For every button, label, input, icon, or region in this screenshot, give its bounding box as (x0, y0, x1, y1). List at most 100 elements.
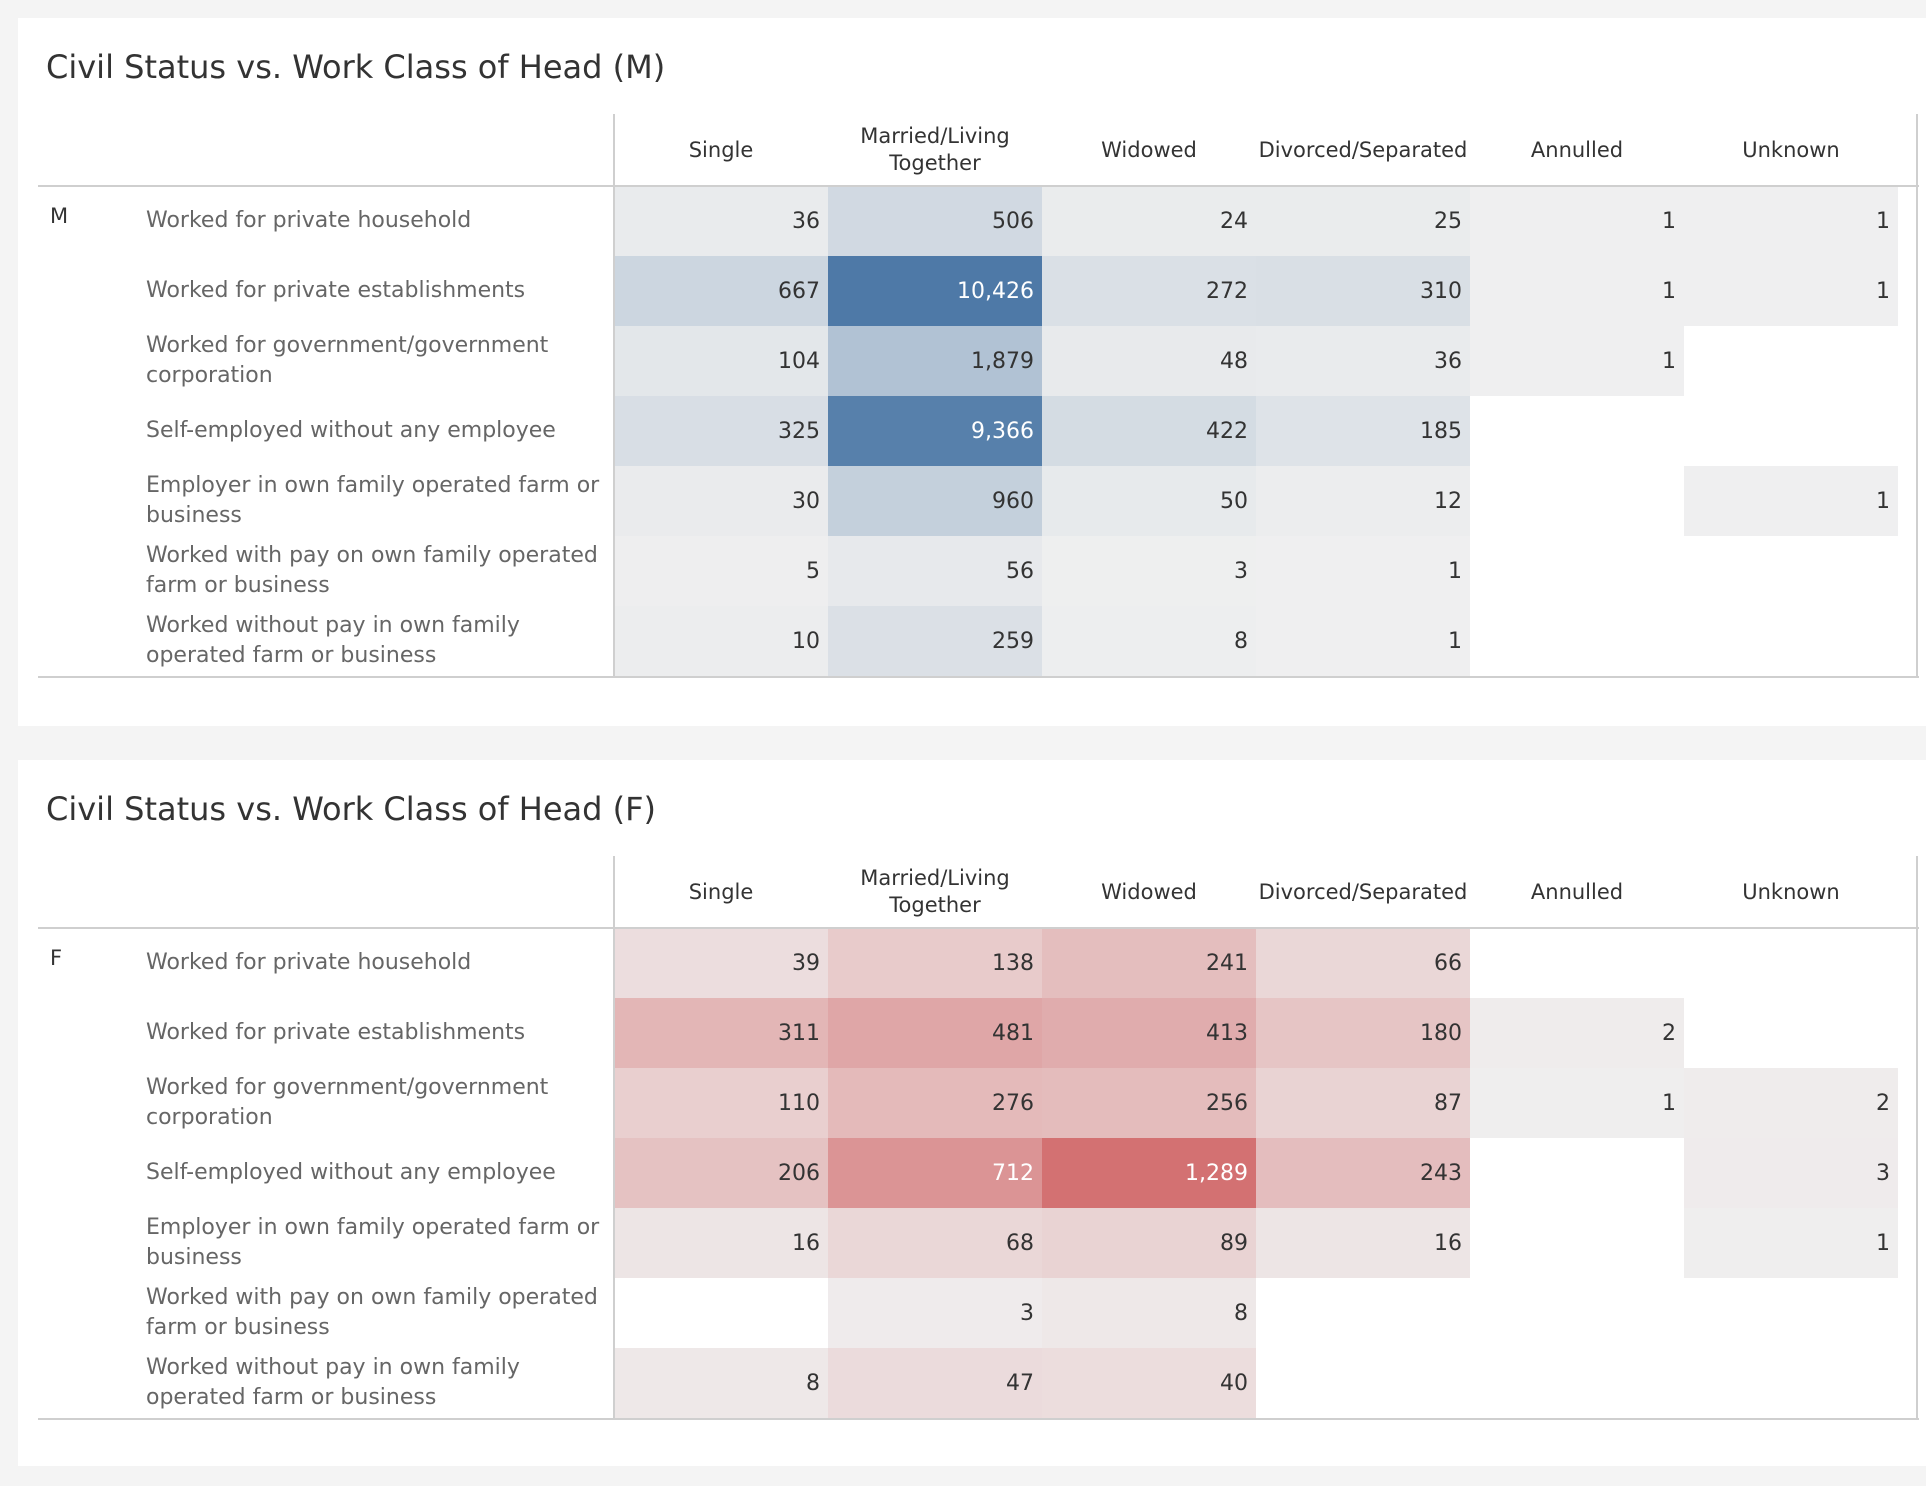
heatmap-cell: 960 (828, 466, 1042, 536)
cell-value: 87 (1434, 1090, 1462, 1116)
heatmap-cell: 1,289 (1042, 1138, 1256, 1208)
cell-value: 39 (792, 950, 820, 976)
cell-value: 1 (1876, 1230, 1890, 1256)
row-label: Worked for private establishments (146, 256, 608, 326)
heatmap-cell: 24 (1042, 186, 1256, 256)
row-label: Worked for private household (146, 928, 608, 998)
table-row: Employer in own family operated farm or … (38, 466, 1919, 536)
heatmap-cell: 1 (1470, 186, 1684, 256)
column-header: Married/Living Together (860, 124, 1010, 175)
heatmap-cell: 422 (1042, 396, 1256, 466)
cell-value: 667 (778, 278, 820, 304)
heatmap-cell: 87 (1256, 1068, 1470, 1138)
cell-value: 8 (1234, 628, 1248, 654)
cell-value: 8 (806, 1370, 820, 1396)
heatmap-cell: 104 (614, 326, 828, 396)
row-label: Worked with pay on own family operated f… (146, 1278, 608, 1348)
cell-value: 36 (792, 208, 820, 234)
table-row: Worked with pay on own family operated f… (38, 1278, 1919, 1348)
row-label: Self-employed without any employee (146, 1138, 608, 1208)
cell-value: 3 (1234, 558, 1248, 584)
cell-value: 2 (1876, 1090, 1890, 1116)
cell-value: 259 (992, 628, 1034, 654)
heatmap-cell: 712 (828, 1138, 1042, 1208)
heatmap-cell: 110 (614, 1068, 828, 1138)
column-header: Unknown (1742, 137, 1840, 162)
table-bottom-border (614, 676, 1919, 678)
table-bottom-border (38, 1418, 614, 1420)
cell-value: 1 (1662, 208, 1676, 234)
table-row: Worked for government/government corpora… (38, 1068, 1919, 1138)
table-row: Worked for private establishments 311 481 4… (38, 998, 1919, 1068)
row-label-text: Worked for government/government corpora… (146, 333, 549, 388)
cell-value: 1 (1448, 558, 1462, 584)
heatmap-cell: 8 (1042, 1278, 1256, 1348)
row-label-text: Worked for private establishments (146, 278, 526, 303)
row-label: Employer in own family operated farm or … (146, 466, 608, 536)
heatmap-panel-female: Civil Status vs. Work Class of Head (F) … (18, 760, 1926, 1466)
heatmap-cell: 9,366 (828, 396, 1042, 466)
row-label-text: Worked without pay in own family operate… (146, 1355, 520, 1410)
cell-value: 40 (1220, 1370, 1248, 1396)
heatmap-cell: 25 (1256, 186, 1470, 256)
table-row: Employer in own family operated farm or … (38, 1208, 1919, 1278)
cell-value: 960 (992, 488, 1034, 514)
cell-value: 1 (1662, 278, 1676, 304)
heatmap-cell: 413 (1042, 998, 1256, 1068)
row-label: Worked without pay in own family operate… (146, 1348, 608, 1418)
heatmap-cell: 1 (1256, 536, 1470, 606)
table-row: Worked without pay in own family operate… (38, 1348, 1919, 1418)
cell-value: 481 (992, 1020, 1034, 1046)
cell-value: 1 (1662, 348, 1676, 374)
cell-value: 1 (1876, 488, 1890, 514)
cell-value: 24 (1220, 208, 1248, 234)
heatmap-cell: 36 (1256, 326, 1470, 396)
heatmap-cell: 5 (614, 536, 828, 606)
cell-value: 1 (1662, 1090, 1676, 1116)
cell-value: 3 (1876, 1160, 1890, 1186)
table-bottom-border (614, 1418, 1919, 1420)
cell-value: 1 (1876, 208, 1890, 234)
row-label-text: Worked for private establishments (146, 1020, 526, 1045)
column-header: Divorced/Separated (1258, 879, 1468, 904)
heatmap-cell: 3 (1042, 536, 1256, 606)
crosstab-table-female: Single Married/Living Together Widowed Divo… (38, 856, 1919, 1420)
table-row: Worked without pay in own family operate… (38, 606, 1919, 676)
cell-value: 10 (792, 628, 820, 654)
heatmap-cell: 39 (614, 928, 828, 998)
row-label: Worked without pay in own family operate… (146, 606, 608, 676)
column-header-row: Single Married/Living Together Widowed Divo… (38, 114, 1919, 186)
cell-value: 413 (1206, 1020, 1248, 1046)
cell-value: 68 (1006, 1230, 1034, 1256)
cell-value: 36 (1434, 348, 1462, 374)
heatmap-cell: 56 (828, 536, 1042, 606)
heatmap-cell: 10 (614, 606, 828, 676)
row-header-divider (613, 856, 615, 1420)
header-divider (38, 927, 614, 929)
row-label-text: Worked without pay in own family operate… (146, 613, 520, 668)
column-header: Widowed (1101, 137, 1197, 162)
heatmap-cell: 1 (1684, 1208, 1898, 1278)
cell-value: 30 (792, 488, 820, 514)
cell-value: 325 (778, 418, 820, 444)
row-label-text: Self-employed without any employee (146, 1160, 556, 1185)
header-divider (614, 185, 1919, 187)
heatmap-cell: 1 (1470, 256, 1684, 326)
row-label-text: Employer in own family operated farm or … (146, 473, 600, 528)
cell-value: 138 (992, 950, 1034, 976)
row-label: Employer in own family operated farm or … (146, 1208, 608, 1278)
column-header: Divorced/Separated (1258, 137, 1468, 162)
heatmap-cell: 48 (1042, 326, 1256, 396)
row-label: Worked for government/government corpora… (146, 1068, 608, 1138)
heatmap-cell: 1 (1684, 466, 1898, 536)
row-label-text: Self-employed without any employee (146, 418, 556, 443)
heatmap-cell: 10,426 (828, 256, 1042, 326)
heatmap-cell: 276 (828, 1068, 1042, 1138)
table-right-border (1916, 114, 1918, 678)
heatmap-cell: 138 (828, 928, 1042, 998)
table-row: F Worked for private household 39 138 241 66 (38, 928, 1919, 998)
cell-value: 241 (1206, 950, 1248, 976)
cell-value: 1,879 (971, 348, 1034, 374)
heatmap-cell: 310 (1256, 256, 1470, 326)
row-header-divider (613, 114, 615, 678)
